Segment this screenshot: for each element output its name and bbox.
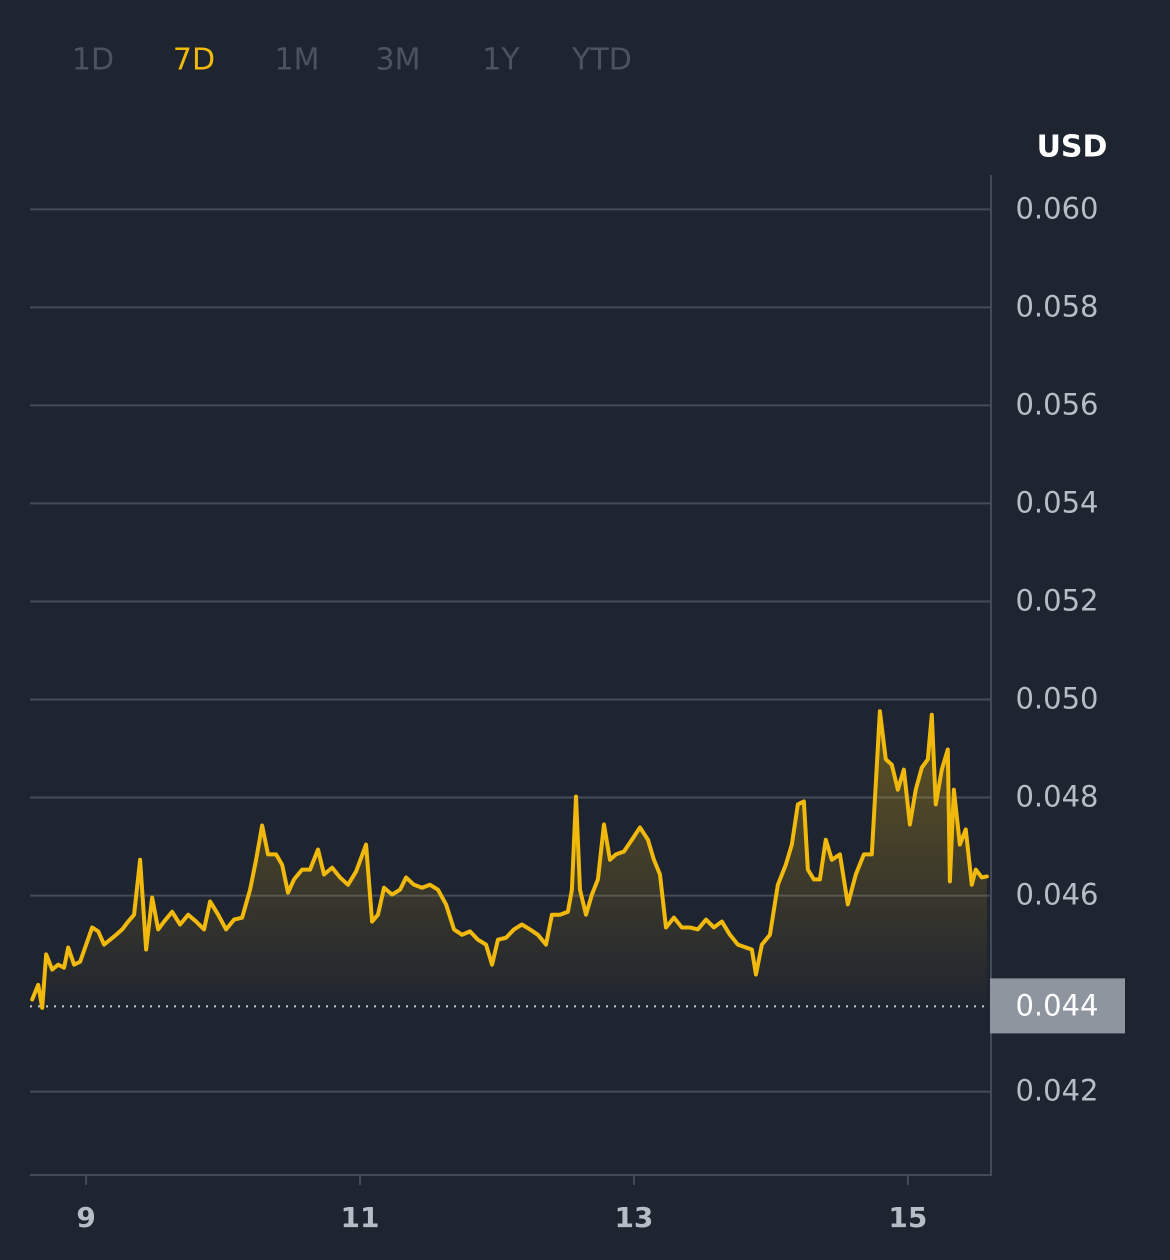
currency-label: USD	[1037, 130, 1108, 165]
y-tick-label: 0.046	[1015, 878, 1098, 912]
range-tab[interactable]: 3M	[376, 43, 421, 78]
reference-label: 0.044	[1015, 988, 1098, 1022]
x-tick-label: 15	[888, 1201, 927, 1234]
x-tick-label: 11	[341, 1201, 380, 1234]
price-area	[32, 711, 987, 1008]
range-tab[interactable]: 7D	[173, 43, 215, 78]
price-line	[30, 709, 989, 1010]
range-tab[interactable]: 1M	[275, 43, 320, 78]
range-tab[interactable]: YTD	[571, 43, 632, 78]
y-tick-label: 0.050	[1015, 682, 1098, 716]
y-tick-label: 0.054	[1015, 485, 1098, 519]
y-tick-label: 0.042	[1015, 1074, 1098, 1108]
y-tick-label: 0.056	[1015, 387, 1098, 421]
range-tab[interactable]: 1Y	[482, 43, 520, 78]
y-tick-label: 0.052	[1015, 583, 1098, 617]
reference-label-bg	[990, 978, 1125, 1034]
y-tick-label: 0.058	[1015, 289, 1098, 323]
y-tick-label: 0.048	[1015, 780, 1098, 814]
x-tick-label: 13	[614, 1201, 653, 1234]
x-tick-label: 9	[76, 1201, 95, 1234]
range-tab[interactable]: 1D	[72, 43, 114, 78]
y-tick-label: 0.060	[1015, 191, 1098, 225]
range-tabs: 1D 7D 1M 3M 1Y YTD	[72, 43, 632, 78]
